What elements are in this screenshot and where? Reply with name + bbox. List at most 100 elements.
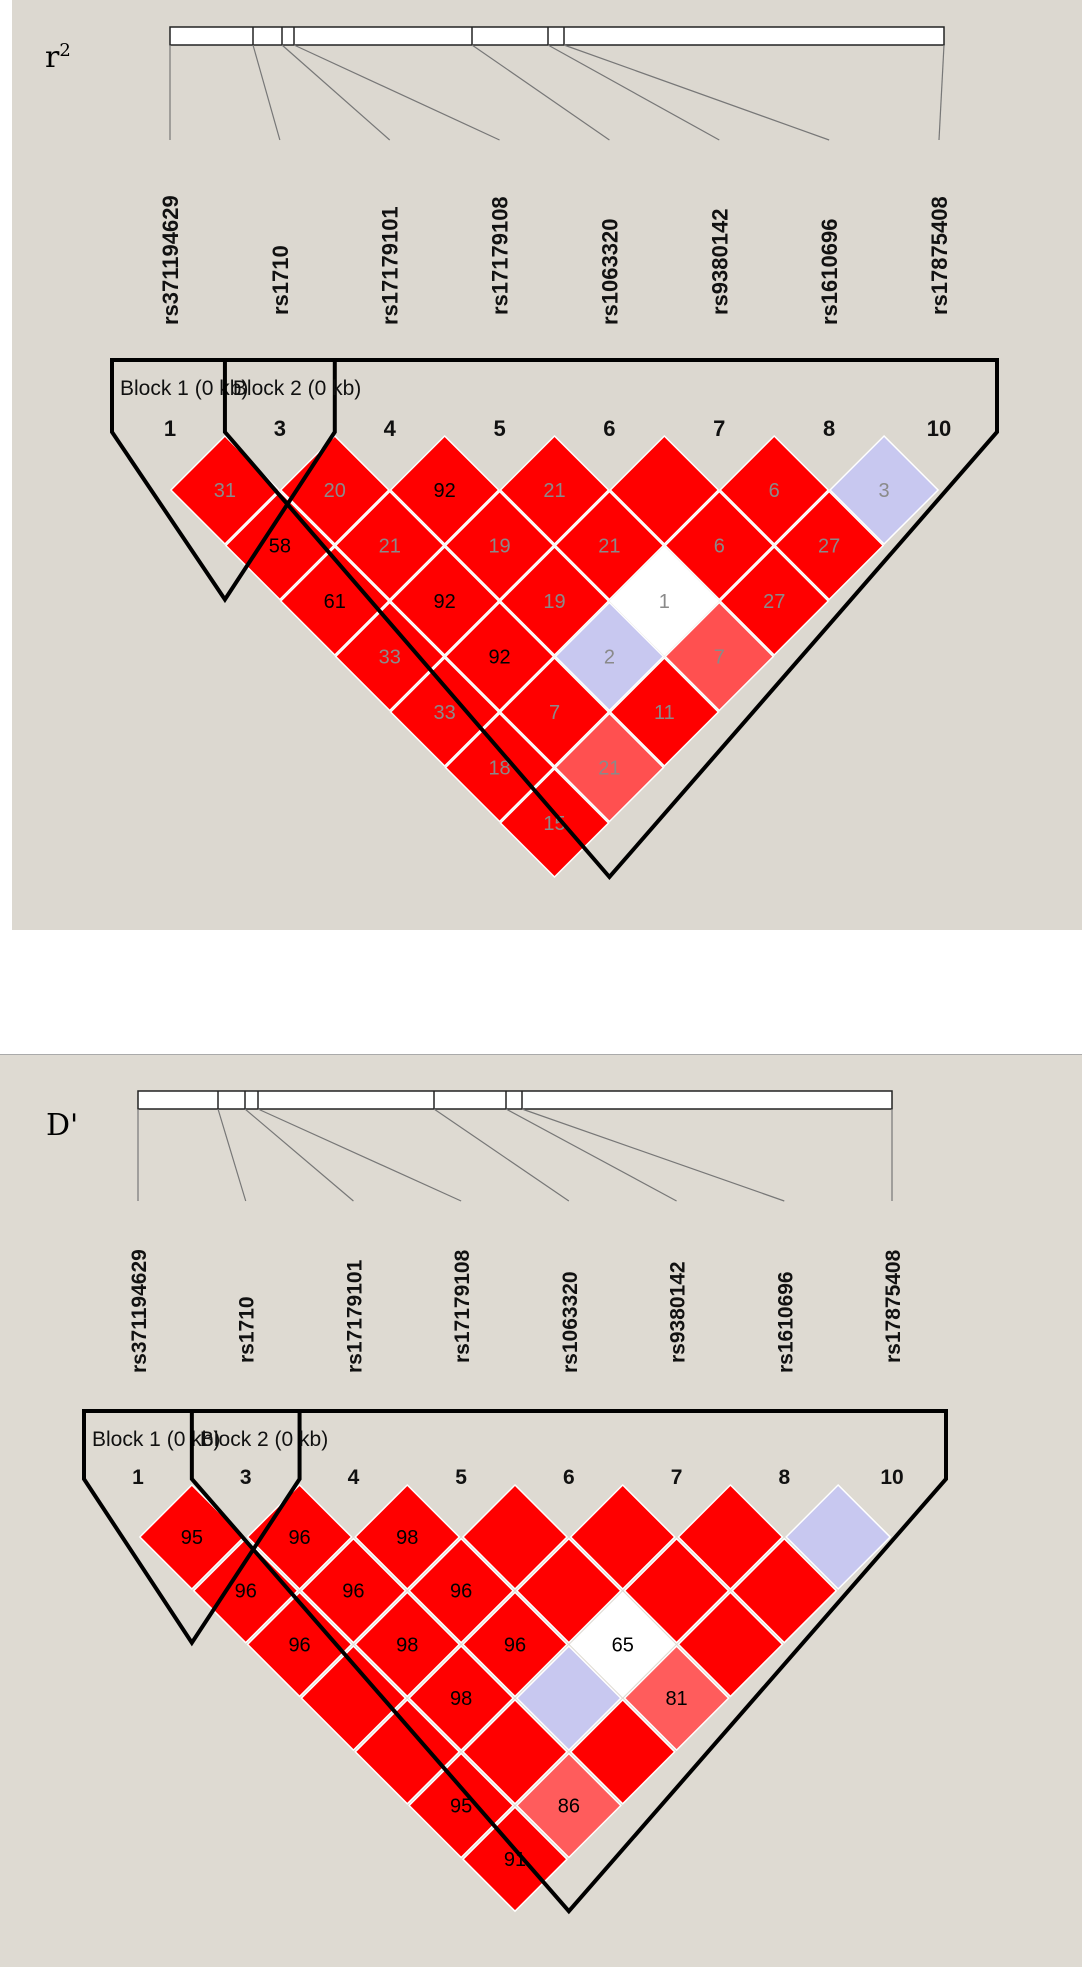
ld-cell: 92 (389, 545, 500, 657)
ld-cell (569, 1698, 676, 1805)
ld-cell-diamond (408, 1537, 515, 1644)
ld-cell-value: 7 (714, 647, 725, 669)
ld-cell: 11 (609, 656, 720, 768)
snp-name-label: rs17875408 (927, 196, 952, 315)
snp-name-label: rs17179108 (488, 196, 513, 315)
ld-cell-diamond (354, 1483, 461, 1591)
ld-cell: 98 (408, 1645, 515, 1752)
ld-cell: 95 (408, 1752, 515, 1859)
ld-cell (677, 1483, 784, 1591)
ld-cell-diamond (246, 1483, 353, 1591)
ld-cell-diamond (664, 490, 775, 601)
marker-number: 3 (274, 416, 286, 441)
ld-cell-value: 27 (763, 591, 785, 613)
ld-cell-value: 7 (549, 702, 560, 724)
position-bar-frame (169, 26, 945, 46)
block-name: Block 2 (0 kb) (233, 377, 361, 400)
ld-cell: 19 (444, 490, 555, 601)
snp-name-label: rs9380142 (707, 209, 732, 315)
ld-cell-diamond (354, 1698, 461, 1805)
block-border (82, 1409, 302, 1647)
r2-ld-panel: r2 rs371194629 rs1710 rs17179101 rs17179108… (12, 0, 1082, 930)
block-border (189, 1409, 948, 1915)
snp-name-label: rs9380142 (667, 1261, 690, 1363)
ld-cell-diamond (461, 1806, 569, 1913)
marker-number: 8 (778, 1466, 790, 1489)
ld-cell-value: 31 (214, 480, 236, 502)
ld-cell: 1 (609, 545, 720, 657)
ld-cell: 96 (300, 1537, 407, 1644)
ld-cell-diamond (408, 1645, 515, 1752)
snp-name-label: rs1610696 (774, 1271, 797, 1373)
ld-cell-value: 3 (879, 480, 890, 502)
ld-cell: 61 (279, 545, 390, 657)
ld-cell-diamond (609, 545, 720, 657)
ld-cell-value: 92 (434, 480, 456, 502)
snp-name-label: rs17179101 (378, 206, 403, 325)
snp-name-label: rs1710 (236, 1296, 259, 1363)
ld-cell-diamond (461, 1591, 569, 1698)
ld-cell-diamond (623, 1645, 730, 1752)
ld-cell: 2 (554, 601, 665, 712)
marker-number: 7 (671, 1466, 683, 1489)
haplotype-block-outline: Block 2 (0 kb) (222, 358, 999, 881)
ld-cell: 96 (246, 1591, 353, 1698)
ld-cell-diamond (389, 545, 500, 657)
dprime-ld-panel: D' rs371194629 rs1710 rs17179101 rs17179108… (0, 1054, 1082, 1967)
dprime-ld-plot: rs371194629 rs1710 rs17179101 rs17179108 rs1… (82, 1090, 948, 1915)
ld-cell (354, 1698, 461, 1805)
ld-cell-diamond (785, 1483, 892, 1591)
snp-name-label: rs1710 (268, 245, 293, 315)
ld-cell: 21 (334, 490, 445, 601)
ld-cell-diamond (731, 1537, 838, 1644)
ld-cell-value: 96 (288, 1634, 310, 1656)
snp-connector-line (252, 44, 281, 141)
ld-cell-diamond (389, 434, 500, 546)
ld-cell: 58 (224, 490, 335, 601)
ld-cell: 20 (279, 434, 390, 546)
dprime-panel-label: D' (46, 1108, 79, 1143)
ld-cell-value: 96 (288, 1527, 310, 1549)
snp-connector-line (505, 1108, 677, 1202)
ld-cell-diamond (300, 1537, 407, 1644)
ld-cell: 7 (664, 601, 775, 712)
snp-connector-line (281, 44, 391, 141)
block-name: Block 1 (0 kb) (120, 377, 248, 400)
ld-cell-diamond (300, 1645, 407, 1752)
marker-number: 4 (348, 1466, 360, 1489)
ld-cell: 33 (389, 656, 500, 768)
marker-number: 3 (240, 1466, 252, 1489)
ld-cell: 7 (499, 656, 610, 768)
ld-cell-diamond (829, 434, 940, 546)
ld-cell-diamond (515, 1537, 622, 1644)
marker-number: 1 (132, 1466, 144, 1489)
marker-number: 7 (713, 416, 725, 441)
r2-panel-label: r2 (45, 40, 71, 75)
snp-name-label: rs17179101 (343, 1259, 366, 1373)
ld-cell: 92 (444, 601, 555, 712)
position-bar-frame (137, 1090, 893, 1110)
snp-connector-line (521, 1108, 785, 1202)
ld-cell: 96 (408, 1537, 515, 1644)
ld-cell-diamond (444, 490, 555, 601)
ld-cell-diamond (774, 490, 885, 601)
ld-cell-diamond (569, 1698, 676, 1805)
ld-cell-diamond (499, 656, 610, 768)
ld-cell (677, 1591, 784, 1698)
ld-cell-value: 20 (324, 480, 346, 502)
ld-cell-diamond (609, 656, 720, 768)
ld-cell-value: 18 (488, 758, 510, 780)
ld-cell-diamond (623, 1537, 730, 1644)
ld-cell: 96 (192, 1537, 299, 1644)
ld-cell-value: 6 (769, 480, 780, 502)
ld-cell-diamond (569, 1591, 676, 1698)
ld-cell-diamond (444, 712, 555, 823)
ld-cell-diamond (279, 545, 390, 657)
ld-cell: 21 (554, 712, 665, 823)
ld-cell: 6 (664, 490, 775, 601)
ld-cell: 27 (719, 545, 830, 657)
snp-connector-line (293, 44, 500, 141)
ld-cell: 96 (246, 1483, 353, 1591)
ld-cell-diamond (515, 1645, 622, 1752)
ld-cell-diamond (554, 712, 665, 823)
